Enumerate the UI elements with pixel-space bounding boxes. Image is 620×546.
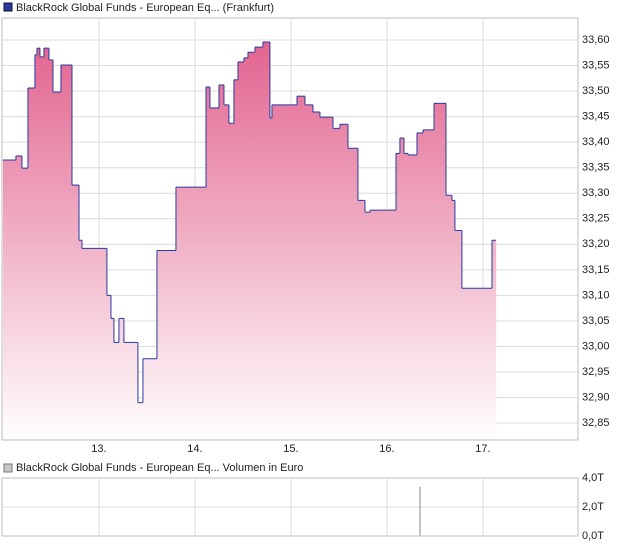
y-tick-label: 33,55 — [582, 59, 610, 71]
y-tick-label: 33,25 — [582, 213, 610, 225]
x-tick-label: 17. — [475, 443, 490, 455]
area-step — [364, 212, 371, 440]
area-step — [21, 168, 29, 441]
area-step — [48, 59, 54, 440]
y-tick-label: 33,40 — [582, 136, 610, 148]
area-step — [106, 295, 112, 440]
area-step — [2, 160, 17, 440]
area-step — [78, 240, 83, 440]
area-step — [142, 358, 158, 440]
area-step — [15, 155, 23, 440]
plot-frame — [1, 477, 579, 537]
x-tick-label: 16. — [379, 443, 394, 455]
plots: 33,60 33,55 33,50 33,45 33,40 33,35 33,30 33,25… — [1, 17, 610, 542]
area-step — [71, 185, 80, 440]
area-step — [312, 112, 321, 440]
y-tick-label: 33,30 — [582, 187, 610, 199]
y-tick-label: 33,20 — [582, 238, 610, 250]
area-step — [81, 248, 108, 440]
area-step — [422, 129, 435, 440]
area-step — [446, 195, 453, 440]
volume-bar — [419, 486, 421, 536]
area-step — [339, 124, 349, 440]
area-step — [254, 47, 264, 441]
area-step — [319, 117, 334, 440]
legend-swatch — [3, 463, 13, 473]
y-tick-label: 4,0T — [582, 472, 604, 484]
area-step — [461, 288, 493, 440]
area-step — [137, 402, 144, 440]
area-step — [357, 200, 366, 440]
area-step — [304, 104, 314, 441]
y-tick-label: 33,15 — [582, 264, 610, 276]
area-step — [43, 48, 50, 441]
y-tick-label: 2,0T — [582, 501, 604, 513]
area-step — [113, 342, 120, 440]
x-tick-label: 15. — [283, 443, 298, 455]
area-step — [123, 342, 139, 440]
legend-label: BlackRock Global Funds - European Eq... … — [16, 2, 274, 14]
area-step — [395, 153, 401, 441]
area-step — [407, 154, 418, 440]
area-step — [262, 42, 271, 440]
area-step — [233, 79, 239, 440]
area-step — [399, 138, 405, 440]
area-step — [247, 52, 256, 441]
area-step — [34, 54, 38, 440]
area-step — [175, 187, 207, 440]
y-tick-label: 33,50 — [582, 85, 610, 97]
area-step — [218, 84, 225, 440]
area-step — [60, 65, 73, 441]
area-step — [271, 104, 298, 441]
area-step — [347, 148, 359, 441]
area-step — [491, 240, 497, 440]
area-step — [206, 86, 211, 440]
area-step — [228, 123, 235, 440]
y-tick-label: 32,85 — [582, 417, 610, 429]
area-step — [454, 230, 463, 440]
area-step — [156, 250, 177, 440]
area-step — [369, 210, 397, 440]
y-tick-label: 33,00 — [582, 340, 610, 352]
area-step — [333, 128, 341, 440]
area-step — [209, 107, 220, 441]
y-tick-label: 33,35 — [582, 162, 610, 174]
area-step — [243, 57, 249, 440]
area-step — [223, 104, 230, 441]
area-step — [297, 96, 306, 441]
legend-swatch — [3, 2, 13, 12]
area-step — [451, 200, 456, 440]
x-tick-label: 14. — [187, 443, 202, 455]
y-tick-label: 32,95 — [582, 366, 610, 378]
area-step — [110, 318, 115, 440]
area-step — [36, 48, 41, 441]
area-step — [417, 132, 424, 440]
area-step — [434, 103, 447, 440]
area-step — [269, 118, 273, 440]
y-tick-label: 33,05 — [582, 315, 610, 327]
plot-frame — [1, 17, 579, 441]
y-tick-label: 32,90 — [582, 392, 610, 404]
y-tick-label: 33,10 — [582, 289, 610, 301]
area-step — [237, 61, 245, 441]
area-step — [27, 87, 36, 440]
area-step — [39, 56, 45, 440]
y-tick-label: 33,45 — [582, 111, 610, 123]
legend-label: BlackRock Global Funds - European Eq... … — [16, 462, 303, 474]
x-tick-label: 13. — [91, 443, 106, 455]
area-step — [403, 153, 409, 441]
y-tick-label: 33,60 — [582, 34, 610, 46]
area-step — [52, 92, 62, 441]
area-step — [118, 318, 125, 440]
y-tick-label: 0,0T — [582, 530, 604, 542]
